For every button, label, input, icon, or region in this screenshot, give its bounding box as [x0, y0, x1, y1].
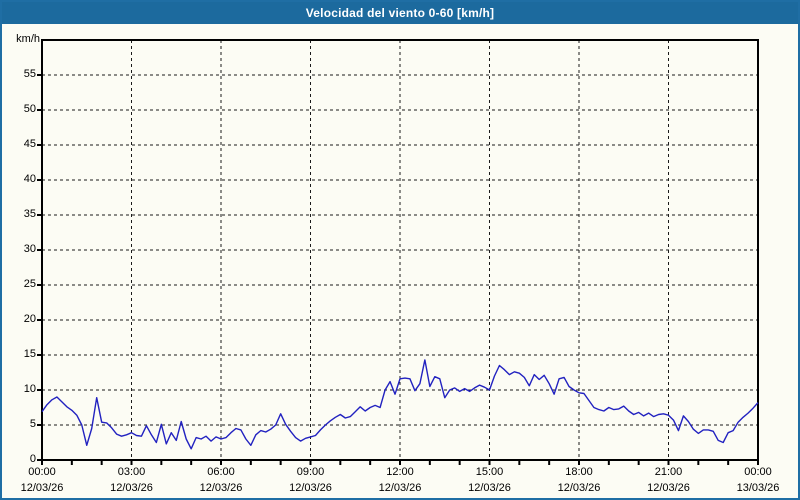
y-axis-label: 50 [23, 103, 36, 115]
x-axis-label: 18:00 12/03/26 [547, 466, 611, 495]
x-axis-label: 12:00 12/03/26 [368, 466, 432, 495]
plot-border [41, 39, 759, 461]
y-axis-label: 35 [23, 208, 36, 220]
x-axis-date-label: 12/03/26 [199, 482, 243, 494]
y-axis-label: 15 [23, 348, 36, 360]
x-axis-date-label: 12/03/26 [647, 482, 690, 494]
x-axis-date-label: 12/03/26 [557, 482, 601, 494]
y-axis-unit-label: km/h [16, 33, 40, 45]
y-axis-label: 30 [23, 243, 36, 255]
x-axis-date-label: 12/03/26 [378, 482, 422, 494]
x-axis-time-label: 09:00 [296, 466, 325, 478]
y-axis-label: 25 [23, 278, 36, 290]
x-axis-time-label: 06:00 [207, 466, 235, 478]
chart-body: km/h 0 5 10 15 20 25 30 35 40 45 50 55 00:00 12/03/26… [2, 24, 798, 498]
x-axis-label: 06:00 12/03/26 [189, 466, 253, 495]
x-axis-time-label: 00:00 [744, 466, 772, 478]
wind-speed-series-line [41, 359, 759, 450]
x-axis-time-label: 00:00 [28, 466, 56, 478]
x-axis-time-label: 12:00 [386, 466, 414, 478]
x-axis-date-label: 12/03/26 [289, 482, 332, 494]
y-axis-label: 5 [29, 418, 36, 430]
x-axis-date-label: 12/03/26 [110, 482, 153, 494]
x-axis-date-label: 12/03/26 [468, 482, 511, 494]
y-axis-label: 40 [23, 173, 36, 185]
chart-title: Velocidad del viento 0-60 [km/h] [305, 6, 495, 20]
x-axis-date-label: 12/03/26 [20, 482, 64, 494]
y-axis-label: 45 [23, 138, 36, 150]
x-axis-time-label: 03:00 [117, 466, 146, 478]
x-axis-time-label: 21:00 [654, 466, 683, 478]
x-axis-date-label: 13/03/26 [736, 482, 780, 494]
x-axis-label: 21:00 12/03/26 [637, 466, 701, 495]
y-axis-label: 20 [23, 313, 36, 325]
x-axis-label: 00:00 13/03/26 [726, 466, 790, 495]
x-axis-label: 00:00 12/03/26 [10, 466, 74, 495]
x-axis-label: 15:00 12/03/26 [458, 466, 522, 495]
x-axis-time-label: 15:00 [475, 466, 504, 478]
y-axis-label: 10 [23, 383, 36, 395]
title-bar: Velocidad del viento 0-60 [km/h] [2, 2, 798, 24]
x-axis-time-label: 18:00 [565, 466, 593, 478]
x-axis-label: 03:00 12/03/26 [100, 466, 164, 495]
x-axis-label: 09:00 12/03/26 [279, 466, 343, 495]
y-axis-label: 55 [23, 68, 36, 80]
y-axis-label: 0 [29, 453, 36, 465]
wind-speed-line-chart [37, 39, 759, 465]
